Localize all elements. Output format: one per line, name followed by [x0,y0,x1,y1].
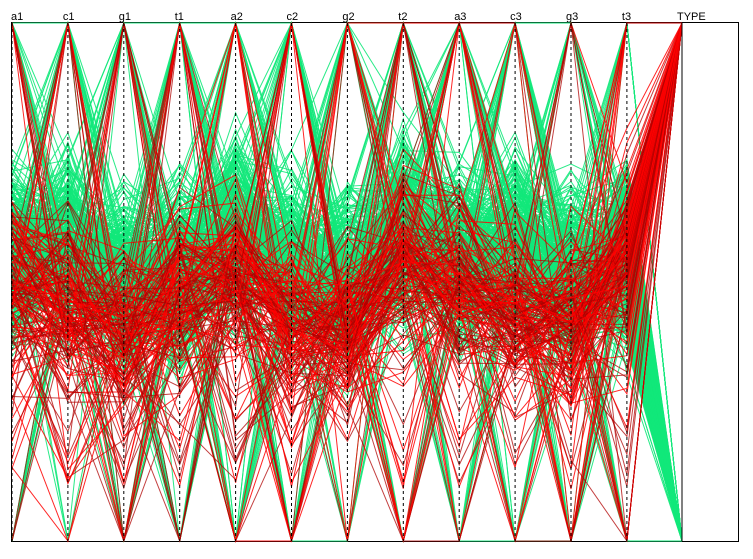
axes-layer [11,23,683,541]
axis-label-type: TYPE [677,11,706,23]
axis-label-g2: g2 [342,11,354,23]
axis-label-t3: t3 [622,11,631,23]
axis-label-c1: c1 [63,11,75,23]
axis-label-a2: a2 [231,11,243,23]
axis-label-c2: c2 [287,11,299,23]
axis-labels: a1 c1 g1 t1 a2 c2 g2 t2 a3 c3 g3 t3 TYPE [11,11,706,23]
axis-label-c3: c3 [510,11,522,23]
data-polyline-red [11,22,683,399]
axis-label-a1: a1 [11,11,23,23]
axis-label-g1: g1 [119,11,131,23]
axis-label-t1: t1 [175,11,184,23]
axis-label-t2: t2 [398,11,407,23]
axis-label-g3: g3 [566,11,578,23]
data-polyline-red [11,22,683,390]
axis-label-a3: a3 [454,11,466,23]
